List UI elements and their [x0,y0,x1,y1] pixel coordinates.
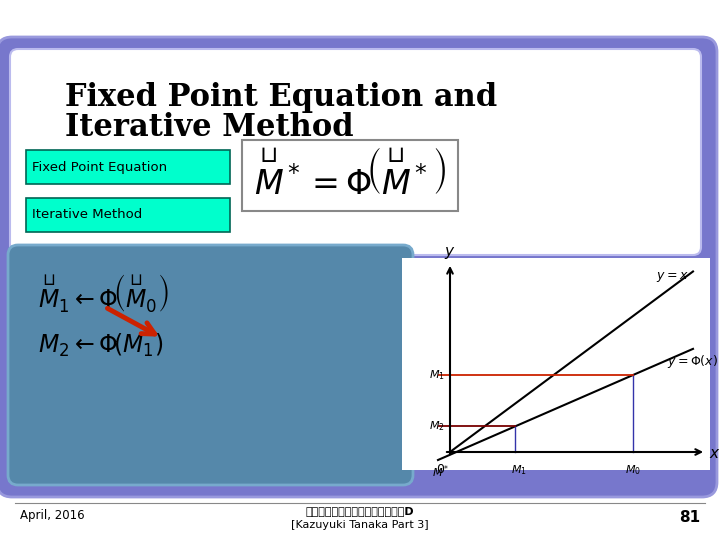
FancyBboxPatch shape [8,245,413,485]
Text: $\overset{\sqcup}{M}_1 \leftarrow \Phi\!\left(\overset{\sqcup}{M}_0\right)$: $\overset{\sqcup}{M}_1 \leftarrow \Phi\!… [38,272,168,314]
FancyBboxPatch shape [0,37,717,497]
FancyBboxPatch shape [10,49,701,255]
Text: $M_2$: $M_2$ [429,420,445,433]
Text: $0$: $0$ [436,463,445,476]
Text: Fixed Point Equation: Fixed Point Equation [32,160,167,173]
Bar [402,258,710,470]
Text: $y = x$: $y = x$ [656,270,688,284]
Text: [Kazuyuki Tanaka Part 3]: [Kazuyuki Tanaka Part 3] [291,520,429,530]
Text: $x$: $x$ [709,447,720,461]
FancyBboxPatch shape [242,140,458,211]
Text: $\overset{\sqcup}{M}{}^*=\Phi\!\left(\overset{\sqcup}{M}{}^*\right)$: $\overset{\sqcup}{M}{}^*=\Phi\!\left(\ov… [254,151,446,201]
Text: $M_1$: $M_1$ [429,368,445,382]
Text: Iterative Method: Iterative Method [65,112,354,143]
Text: Iterative Method: Iterative Method [32,208,143,221]
Text: Fixed Point Equation and: Fixed Point Equation and [65,82,498,113]
Text: $M_2 \leftarrow \Phi\!\left(M_1\right)$: $M_2 \leftarrow \Phi\!\left(M_1\right)$ [38,332,163,359]
FancyBboxPatch shape [26,198,230,232]
Text: $M_1$: $M_1$ [511,463,527,477]
Text: $y$: $y$ [444,245,456,261]
Text: $y = \Phi(x)$: $y = \Phi(x)$ [667,354,718,370]
Text: $M_0$: $M_0$ [625,463,641,477]
Text: 81: 81 [679,510,700,525]
Text: $M^*$: $M^*$ [432,463,450,480]
Text: 電気・通信・電子・情報工学実験D: 電気・通信・電子・情報工学実験D [306,506,414,516]
Text: April, 2016: April, 2016 [20,510,85,523]
FancyBboxPatch shape [26,150,230,184]
